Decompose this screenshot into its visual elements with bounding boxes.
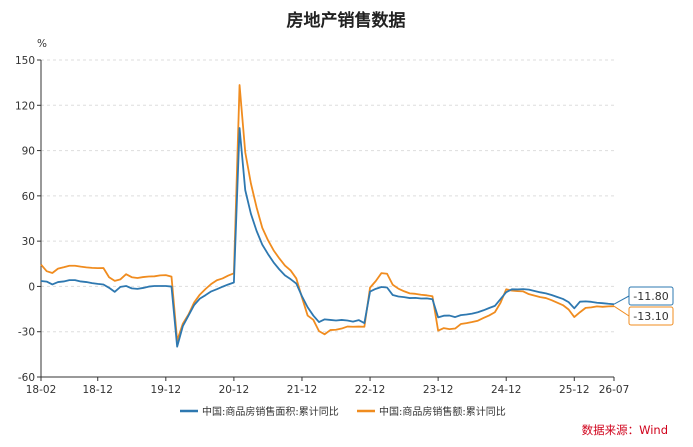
y-axis: -60 -30 0 30 60 90 120 150 (15, 55, 42, 384)
y-tick-label: -60 (18, 372, 35, 384)
x-tick-label: 24-12 (491, 384, 522, 396)
series-line-0 (40, 127, 615, 348)
x-tick-label: 21-12 (287, 384, 318, 396)
end-label-box (628, 286, 674, 306)
end-label-box (628, 306, 674, 326)
x-tick-label: 18-12 (82, 384, 113, 396)
end-label-leader (613, 295, 630, 305)
series-line-1 (40, 84, 615, 342)
chart-title: 房地产销售数据 (287, 10, 406, 31)
legend: 中国:商品房销售面积:累计同比 中国:商品房销售额:累计同比 (180, 405, 506, 418)
end-label-leader (613, 305, 630, 317)
y-tick-label: 90 (22, 146, 35, 158)
x-tick-label: 22-12 (355, 384, 386, 396)
y-tick-label: -30 (18, 327, 35, 339)
gridlines (41, 59, 614, 333)
legend-label: 中国:商品房销售面积:累计同比 (202, 405, 339, 418)
x-tick-label: 18-02 (26, 384, 57, 396)
source-note: 数据来源：Wind (582, 423, 668, 437)
x-tick-label: 23-12 (423, 384, 454, 396)
y-tick-label: 0 (28, 281, 35, 293)
x-tick-label: 26-07 (599, 384, 630, 396)
y-axis-unit: % (37, 38, 47, 50)
y-tick-label: 120 (15, 100, 35, 112)
end-label-value: -13.10 (633, 310, 668, 323)
x-tick-label: 20-12 (219, 384, 250, 396)
y-tick-label: 30 (22, 236, 35, 248)
series-lines (40, 84, 615, 348)
x-tick-label: 19-12 (151, 384, 182, 396)
legend-label: 中国:商品房销售额:累计同比 (379, 405, 506, 418)
y-tick-label: 150 (15, 55, 35, 67)
x-tick-label: 25-12 (559, 384, 590, 396)
end-labels: -11.80 -13.10 (613, 286, 674, 326)
end-label-value: -11.80 (633, 290, 668, 303)
y-tick-label: 60 (22, 191, 35, 203)
x-axis: 18-02 18-12 19-12 20-12 21-12 22-12 23-12 24-12… (26, 376, 630, 396)
